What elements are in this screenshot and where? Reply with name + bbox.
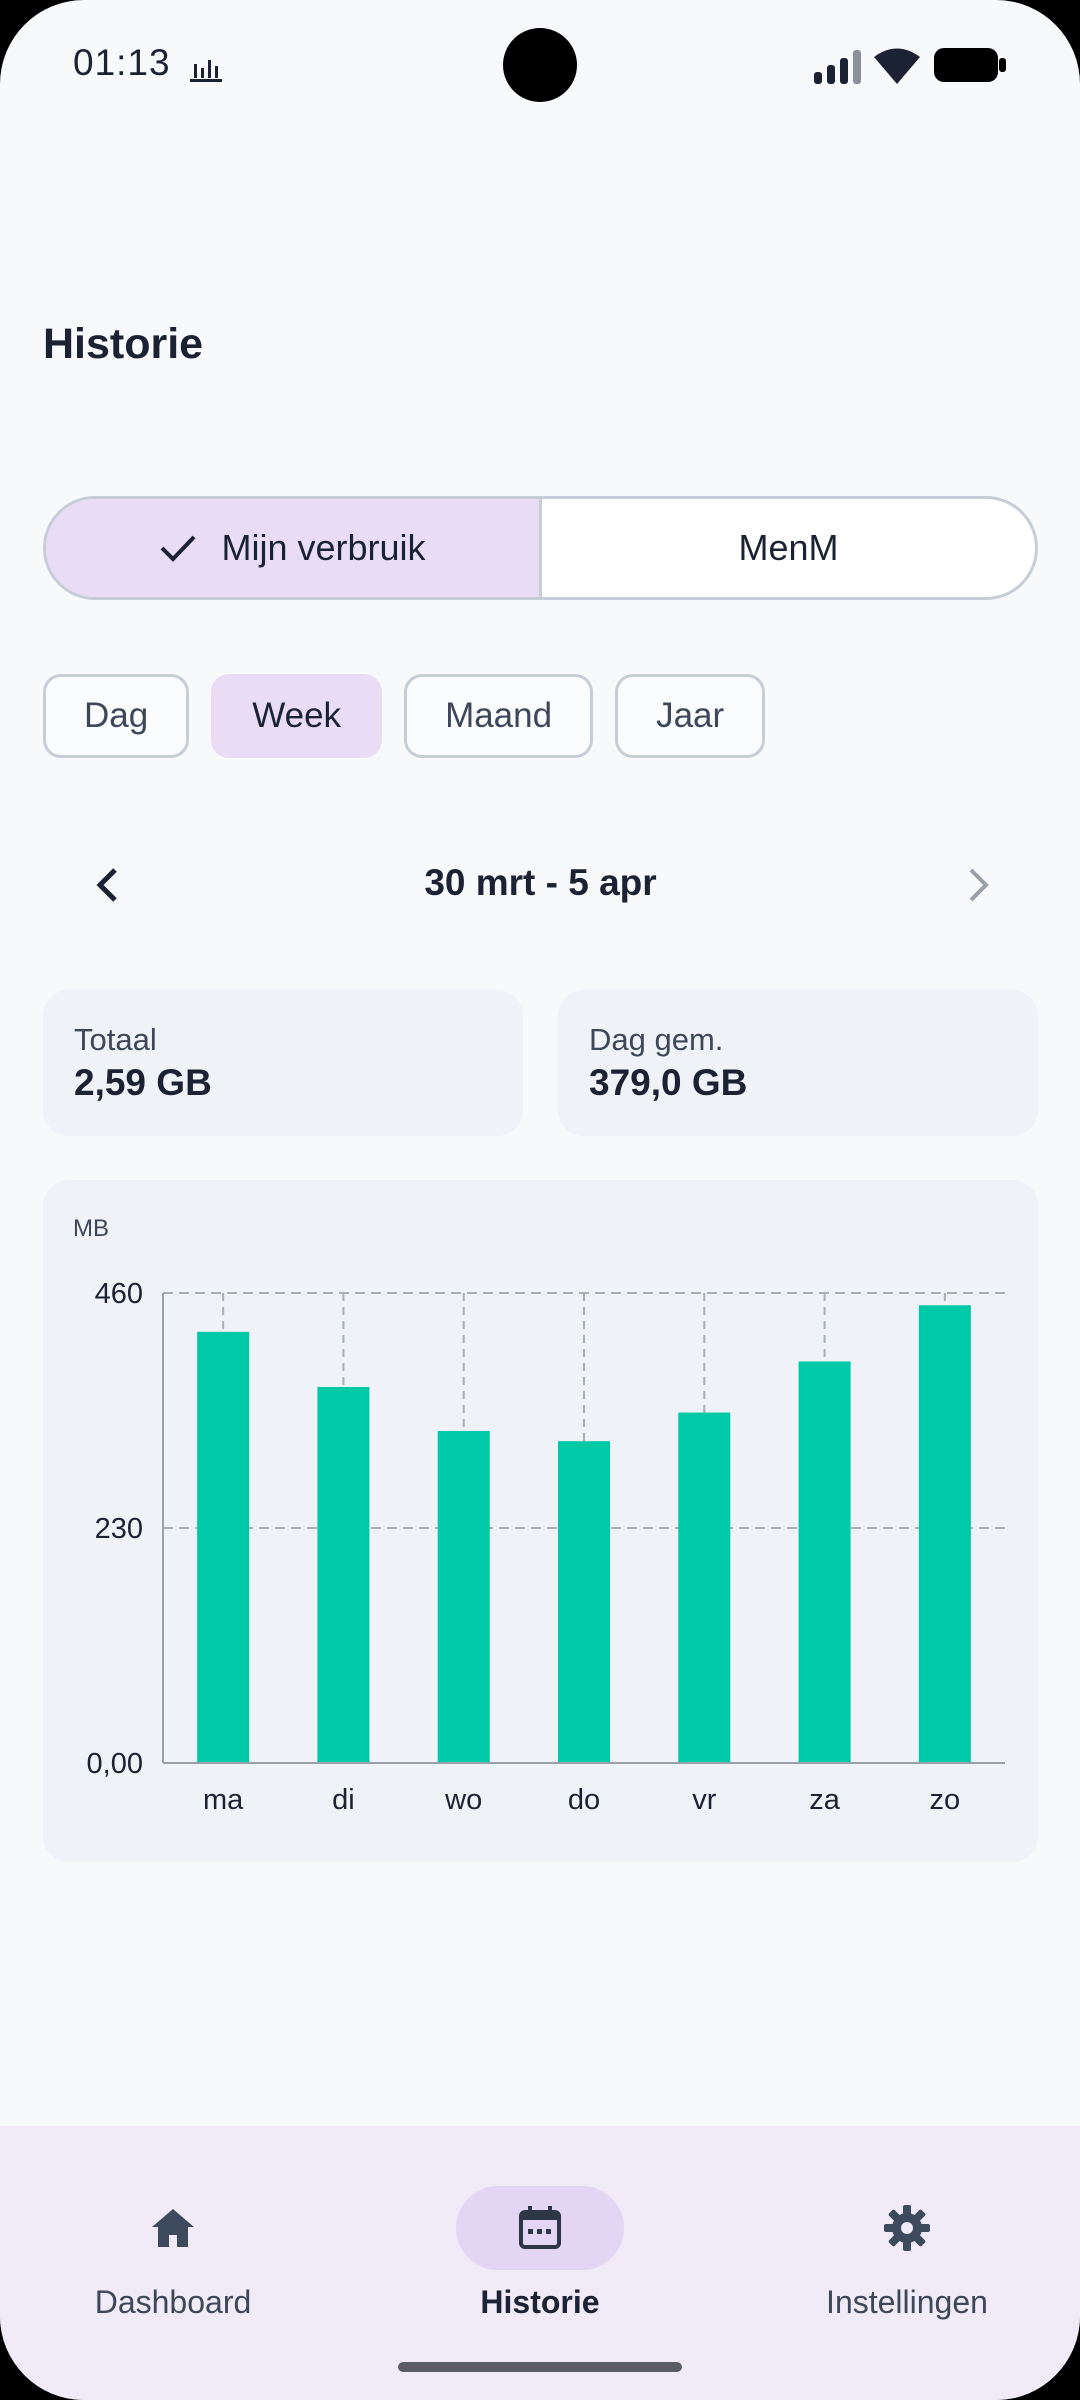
gear-icon	[884, 2205, 930, 2251]
usage-bar-chart: MB 0,00 230 460 ma di wo do vr za zo	[73, 1215, 1005, 1816]
x-tick-label: do	[568, 1784, 600, 1816]
stat-label: Dag gem.	[589, 1022, 724, 1057]
stat-card-total: Totaal 2,59 GB	[43, 990, 523, 1136]
nav-historie[interactable]: Historie	[390, 2156, 690, 2336]
y-tick-label: 460	[95, 1278, 143, 1310]
camera-cutout	[503, 28, 577, 102]
usage-segmented-control: Mijn verbruik MenM	[43, 496, 1038, 600]
period-navigator: 30 mrt - 5 apr	[43, 848, 1038, 922]
x-tick-label: di	[332, 1784, 355, 1816]
y-tick-label: 0,00	[87, 1748, 143, 1780]
chip-maand[interactable]: Maand	[404, 674, 594, 758]
status-bar: 01:13	[0, 0, 1080, 130]
chart-bar-wo	[437, 1430, 490, 1763]
usage-chart-card: MB 0,00 230 460 ma di wo do vr za zo	[43, 1180, 1038, 1862]
x-tick-label: za	[809, 1784, 841, 1816]
chevron-left-icon[interactable]	[83, 860, 133, 910]
chart-bar-vr	[678, 1412, 731, 1763]
stat-value: 2,59 GB	[74, 1062, 212, 1103]
x-tick-label: zo	[930, 1784, 961, 1816]
nav-label: Dashboard	[94, 2284, 252, 2320]
segment-menm[interactable]: MenM	[542, 499, 1035, 597]
calendar-icon	[519, 2206, 561, 2249]
stat-label: Totaal	[74, 1022, 157, 1057]
nav-indicator	[456, 2186, 624, 2270]
chart-unit-label: MB	[73, 1215, 109, 1242]
chart-bar-zo	[918, 1305, 971, 1763]
home-indicator[interactable]	[398, 2362, 682, 2372]
data-usage-icon	[190, 60, 222, 82]
x-tick-label: ma	[203, 1784, 244, 1816]
chip-dag[interactable]: Dag	[43, 674, 190, 758]
wifi-icon	[874, 48, 920, 84]
nav-dashboard[interactable]: Dashboard	[23, 2156, 323, 2336]
period-label: 30 mrt - 5 apr	[424, 862, 657, 903]
check-icon	[161, 535, 196, 562]
chart-bar-do	[558, 1441, 610, 1763]
segment-mijn-verbruik[interactable]: Mijn verbruik	[46, 499, 542, 597]
x-tick-label: vr	[692, 1784, 717, 1816]
segment-label: Mijn verbruik	[221, 527, 426, 568]
nav-label: Instellingen	[826, 2284, 988, 2320]
period-chips: Dag Week Maand Jaar	[43, 674, 766, 758]
status-time: 01:13	[73, 42, 171, 83]
cell-signal-icon	[814, 50, 861, 84]
y-tick-label: 230	[95, 1513, 143, 1545]
page-title: Historie	[43, 320, 204, 368]
stat-card-daily-average: Dag gem. 379,0 GB	[558, 990, 1038, 1136]
bottom-navigation: Dashboard Historie	[0, 2126, 1080, 2400]
home-icon	[152, 2209, 194, 2247]
chevron-right-icon[interactable]	[953, 860, 1003, 910]
nav-instellingen[interactable]: Instellingen	[757, 2156, 1057, 2336]
x-tick-label: wo	[444, 1784, 482, 1816]
stat-value: 379,0 GB	[589, 1062, 748, 1103]
chart-bar-di	[317, 1387, 370, 1763]
chart-bar-ma	[197, 1331, 250, 1763]
chip-week[interactable]: Week	[211, 674, 383, 758]
chart-bar-za	[798, 1361, 851, 1763]
segment-label: MenM	[738, 527, 839, 568]
chip-jaar[interactable]: Jaar	[615, 674, 766, 758]
battery-icon	[934, 48, 1006, 82]
nav-label: Historie	[480, 2284, 600, 2320]
